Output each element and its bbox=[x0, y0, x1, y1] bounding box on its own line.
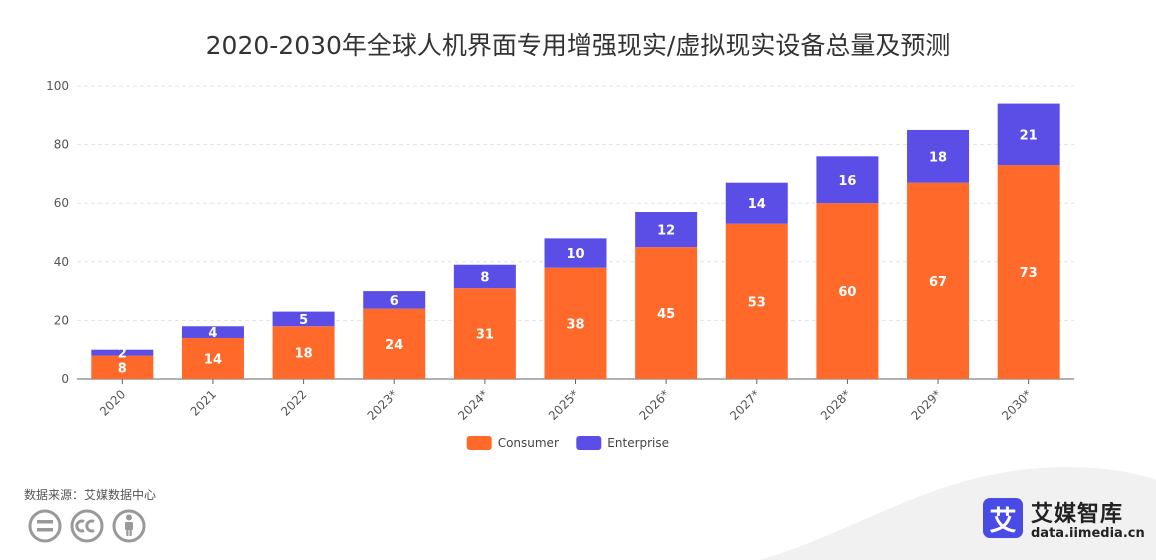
y-tick-label: 0 bbox=[61, 372, 69, 386]
bar-segment-consumer bbox=[453, 288, 516, 379]
data-label: 8 bbox=[480, 270, 489, 285]
data-label: 4 bbox=[208, 326, 217, 341]
x-tick-label: 2029* bbox=[908, 387, 944, 423]
data-label: 53 bbox=[748, 295, 766, 310]
brand-logo-char: 艾 bbox=[989, 505, 1017, 537]
x-tick-label: 2027* bbox=[727, 387, 763, 423]
y-tick-label: 20 bbox=[54, 313, 69, 327]
bar-segment-consumer bbox=[181, 337, 244, 379]
x-tick-label: 2024* bbox=[455, 387, 491, 423]
data-label: 18 bbox=[295, 347, 313, 362]
x-tick-label: 2022 bbox=[278, 387, 309, 418]
data-label: 60 bbox=[838, 285, 856, 300]
x-tick-label: 2021 bbox=[188, 387, 219, 418]
legend-swatch-consumer bbox=[466, 436, 492, 450]
bar-segment-consumer bbox=[91, 355, 154, 379]
data-label: 5 bbox=[299, 313, 308, 328]
data-source: 数据来源：艾媒数据中心 bbox=[24, 488, 157, 502]
bar-segment-consumer bbox=[725, 223, 788, 379]
x-tick-label: 2025* bbox=[546, 387, 582, 423]
bar-segment-consumer bbox=[816, 203, 879, 379]
bar-segment-consumer bbox=[997, 165, 1060, 379]
legend-label-consumer: Consumer bbox=[498, 436, 559, 450]
data-label: 6 bbox=[390, 294, 399, 309]
bar-segment-enterprise bbox=[635, 211, 698, 248]
data-label: 21 bbox=[1020, 128, 1038, 143]
stacked-bar-chart: 020406080100822020144202118520222462023*… bbox=[46, 79, 1074, 450]
y-tick-label: 80 bbox=[54, 138, 69, 152]
data-label: 14 bbox=[204, 352, 222, 367]
bar-segment-enterprise bbox=[453, 264, 516, 289]
y-tick-label: 100 bbox=[46, 79, 69, 93]
x-tick-label: 2030* bbox=[999, 387, 1035, 423]
bar-segment-consumer bbox=[272, 326, 335, 379]
bar-segment-consumer bbox=[544, 267, 607, 379]
bar-segment-enterprise bbox=[91, 349, 154, 356]
data-label: 73 bbox=[1020, 266, 1038, 281]
legend-swatch-enterprise bbox=[576, 436, 602, 450]
data-label: 8 bbox=[118, 361, 127, 376]
person-icon bbox=[112, 509, 146, 543]
bar-segment-enterprise bbox=[544, 238, 607, 268]
y-tick-label: 60 bbox=[54, 196, 69, 210]
data-label: 2 bbox=[118, 347, 127, 362]
data-label: 10 bbox=[566, 247, 584, 262]
cc-icon bbox=[70, 509, 104, 543]
bar-segment-consumer bbox=[907, 182, 970, 379]
bar-segment-enterprise bbox=[725, 182, 788, 224]
chart-title: 2020-2030年全球人机界面专用增强现实/虚拟现实设备总量及预测 bbox=[205, 31, 951, 60]
bar-segment-enterprise bbox=[997, 103, 1060, 166]
bar-segment-consumer bbox=[363, 308, 426, 379]
license-icons bbox=[28, 509, 146, 543]
data-label: 38 bbox=[566, 317, 584, 332]
x-tick-label: 2028* bbox=[818, 387, 854, 423]
data-label: 31 bbox=[476, 328, 494, 343]
data-label: 45 bbox=[657, 307, 675, 322]
bar-segment-enterprise bbox=[272, 311, 335, 327]
legend-label-enterprise: Enterprise bbox=[607, 436, 669, 450]
x-tick-label: 2023* bbox=[365, 387, 401, 423]
bar-segment-enterprise bbox=[816, 156, 879, 204]
bar-segment-enterprise bbox=[363, 291, 426, 309]
data-label: 24 bbox=[385, 338, 403, 353]
bar-segment-enterprise bbox=[181, 326, 244, 338]
data-label: 67 bbox=[929, 275, 947, 290]
data-label: 14 bbox=[748, 197, 766, 212]
equals-icon bbox=[28, 509, 62, 543]
brand-logo-icon: 艾 bbox=[983, 498, 1023, 538]
x-tick-label: 2026* bbox=[637, 387, 673, 423]
bar-segment-enterprise bbox=[907, 129, 970, 183]
brand-url: data.iimedia.cn bbox=[1031, 526, 1145, 541]
y-tick-label: 40 bbox=[54, 255, 69, 269]
data-label: 16 bbox=[838, 174, 856, 189]
x-tick-label: 2020 bbox=[97, 387, 128, 418]
data-label: 18 bbox=[929, 150, 947, 165]
bar-segment-consumer bbox=[635, 247, 698, 379]
data-label: 12 bbox=[657, 224, 675, 239]
brand-name: 艾媒智库 bbox=[1031, 502, 1124, 527]
